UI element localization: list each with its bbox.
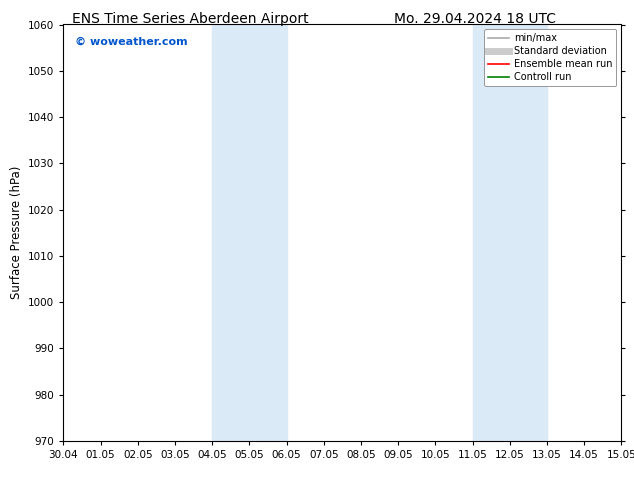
Bar (212, 24, 287, 441)
Bar (472, 24, 547, 441)
Legend: min/max, Standard deviation, Ensemble mean run, Controll run: min/max, Standard deviation, Ensemble me… (484, 29, 616, 86)
Text: Mo. 29.04.2024 18 UTC: Mo. 29.04.2024 18 UTC (394, 12, 557, 26)
Y-axis label: Surface Pressure (hPa): Surface Pressure (hPa) (10, 166, 23, 299)
Text: ENS Time Series Aberdeen Airport: ENS Time Series Aberdeen Airport (72, 12, 309, 26)
Text: © woweather.com: © woweather.com (75, 37, 187, 47)
